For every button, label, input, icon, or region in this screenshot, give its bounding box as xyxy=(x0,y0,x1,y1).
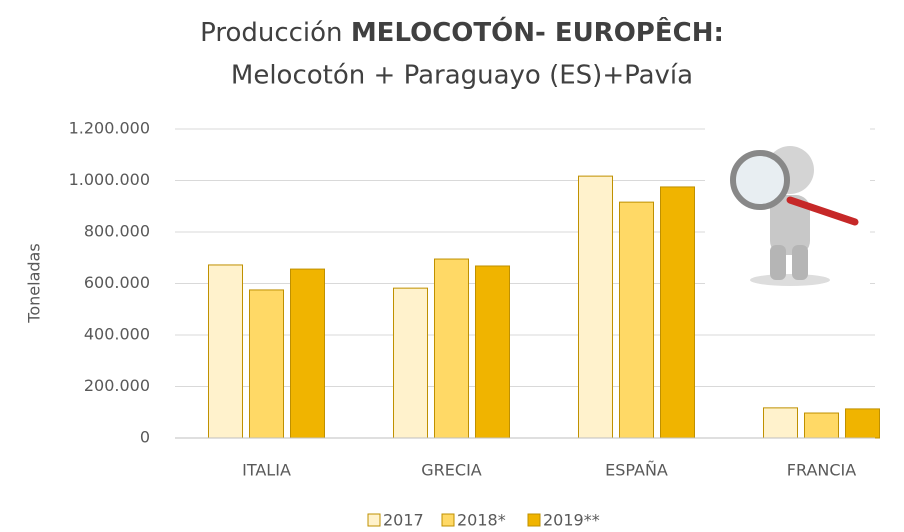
illustration xyxy=(705,118,870,288)
legend: 2017 2018* 2019** xyxy=(367,511,600,530)
bar xyxy=(475,265,510,439)
legend-label: 2018* xyxy=(457,511,506,530)
y-tick-label: 0 xyxy=(140,428,150,447)
x-tick-label: ITALIA xyxy=(242,461,291,480)
x-tick-label: ESPAÑA xyxy=(605,461,668,480)
x-tick-label: FRANCIA xyxy=(787,461,856,480)
x-tick-label: GRECIA xyxy=(421,461,482,480)
y-tick-label: 600.000 xyxy=(84,273,150,292)
y-tick-label: 200.000 xyxy=(84,376,150,395)
y-tick-label: 1.200.000 xyxy=(69,119,150,138)
bar xyxy=(845,408,880,439)
chart-subtitle: Melocotón + Paraguayo (ES)+Pavía xyxy=(231,61,693,91)
bar xyxy=(434,258,469,439)
bar xyxy=(208,264,243,439)
bar xyxy=(290,268,325,439)
bar xyxy=(660,186,695,439)
chart-title: Producción MELOCOTÓN- EUROPÊCH: xyxy=(200,16,724,48)
bar xyxy=(249,289,284,439)
bar xyxy=(804,412,839,439)
bar xyxy=(578,175,613,439)
y-axis-label: Toneladas xyxy=(25,243,44,323)
legend-swatch xyxy=(367,513,381,527)
legend-swatch xyxy=(527,513,541,527)
bar xyxy=(763,407,798,439)
legend-swatch xyxy=(441,513,455,527)
title-part: MELOCOTÓN- EUROPÊCH: xyxy=(351,16,724,48)
y-tick-label: 400.000 xyxy=(84,325,150,344)
bar xyxy=(619,201,654,439)
y-tick-label: 1.000.000 xyxy=(69,170,150,189)
bar xyxy=(393,287,428,439)
legend-label: 2019** xyxy=(543,511,600,530)
y-tick-label: 800.000 xyxy=(84,222,150,241)
legend-label: 2017 xyxy=(383,511,424,530)
title-part: Producción xyxy=(200,18,342,48)
